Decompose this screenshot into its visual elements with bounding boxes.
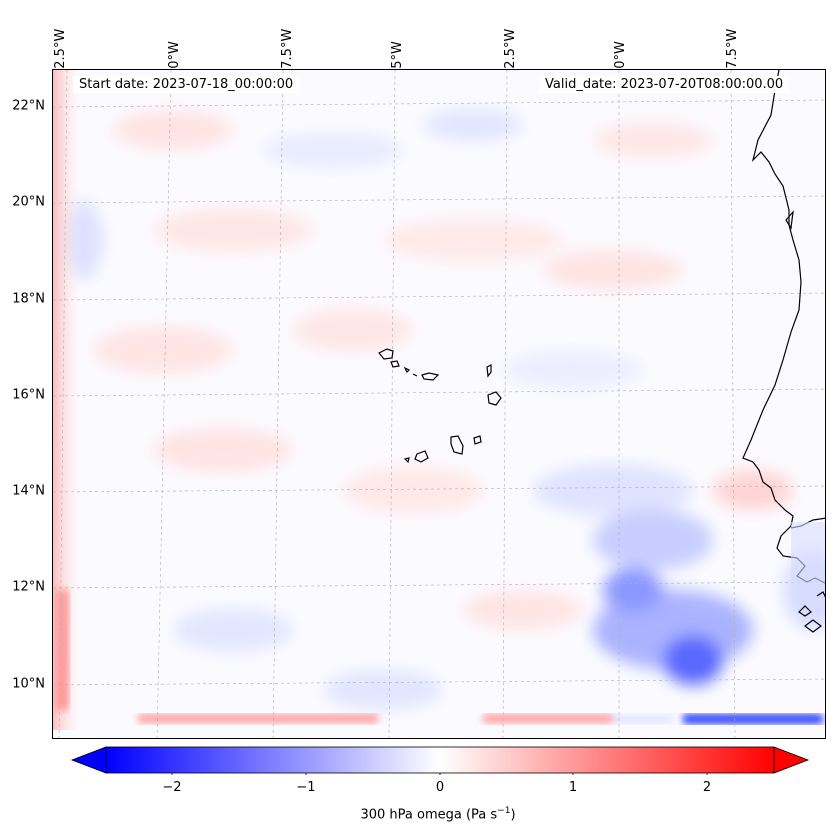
colorbar-title-exponent: −1 xyxy=(497,806,511,816)
omega-field xyxy=(53,70,825,738)
start-date-label: Start date: 2023-07-18_00:00:00 xyxy=(73,76,300,93)
colorbar-tick-label: −1 xyxy=(296,780,316,795)
lat-label: 20°N xyxy=(12,194,45,210)
lat-label: 14°N xyxy=(12,483,45,499)
lat-label: 18°N xyxy=(12,291,45,307)
colorbar-tick-label: −2 xyxy=(162,780,182,795)
colorbar-title: 300 hPa omega (Pa s−1) xyxy=(360,806,515,822)
colorbar-max-extension xyxy=(773,746,810,774)
colorbar-tick-label: 2 xyxy=(702,780,712,795)
lat-label: 10°N xyxy=(12,676,45,692)
bottom-boundary-strip xyxy=(138,714,823,724)
colorbar-title-end: ) xyxy=(510,807,516,823)
lat-label: 16°N xyxy=(12,387,45,403)
colorbar-tick-label: 1 xyxy=(568,780,578,795)
colorbar xyxy=(70,746,810,775)
african-coastline xyxy=(742,70,825,633)
gridlines xyxy=(53,70,825,738)
field-blotches xyxy=(63,109,825,710)
lat-label: 12°N xyxy=(12,579,45,595)
map-panel xyxy=(52,69,826,739)
colorbar-min-extension xyxy=(70,746,107,774)
colorbar-gradient xyxy=(105,746,775,774)
colorbar-title-text: 300 hPa omega (Pa s xyxy=(360,807,498,823)
valid-date-label: Valid_date: 2023-07-20T08:00:00.00 xyxy=(539,76,790,93)
lat-label: 22°N xyxy=(12,98,45,114)
colorbar-tick-label: 0 xyxy=(435,780,445,795)
cape-verde-islands xyxy=(378,348,502,464)
